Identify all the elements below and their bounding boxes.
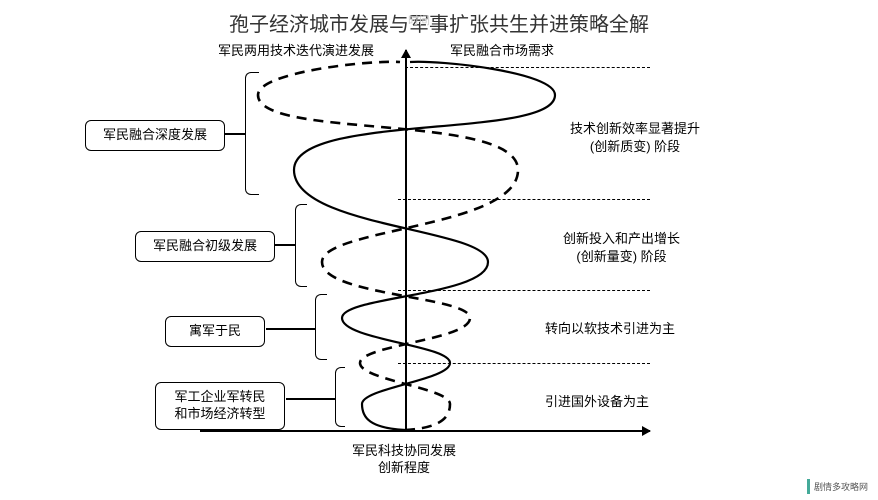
helix-solid-curve [294,62,555,430]
bottom-label-line2: 创新程度 [378,460,430,475]
helix-diagram [0,0,878,500]
helix-dashed-curve [258,62,518,430]
bottom-label-line1: 军民科技协同发展 [352,443,456,458]
watermark-badge: 剧情多攻略网 [807,479,872,494]
bottom-axis-label: 军民科技协同发展 创新程度 [352,443,456,477]
